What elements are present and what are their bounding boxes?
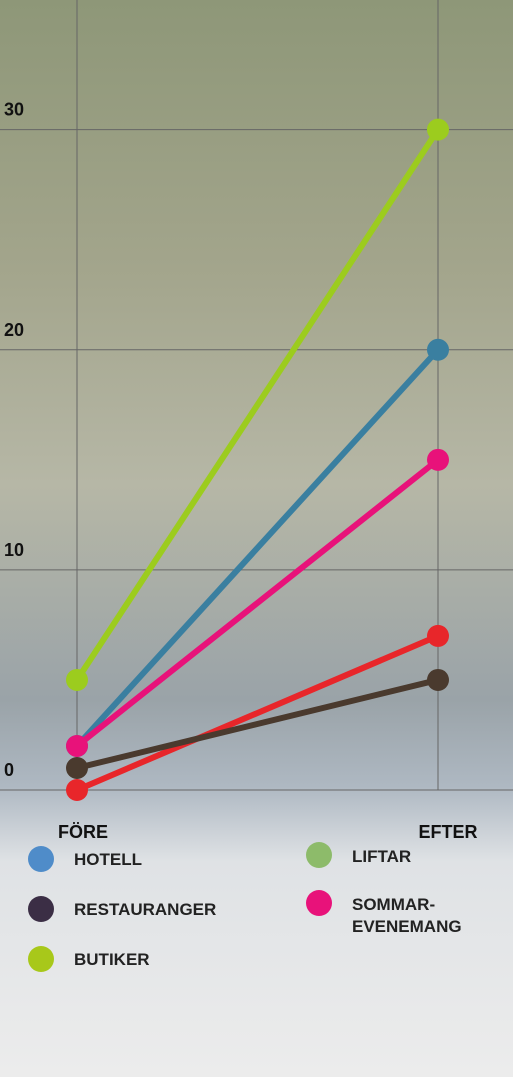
point xyxy=(66,756,88,779)
series-line xyxy=(74,347,441,748)
y-tick-label: 10 xyxy=(4,540,24,560)
y-tick-label: 0 xyxy=(4,760,14,780)
legend-item: BUTIKER xyxy=(28,946,284,972)
series-line xyxy=(76,677,439,771)
legend-marker xyxy=(28,846,54,872)
point xyxy=(66,668,88,691)
series-line xyxy=(74,127,441,682)
legend-label: BUTIKER xyxy=(74,950,150,969)
point xyxy=(427,338,449,361)
legend-item: HOTELL xyxy=(28,846,284,872)
legend-marker xyxy=(306,890,332,916)
legend-label: HOTELL xyxy=(74,850,142,869)
x-tick-label: EFTER xyxy=(418,822,477,842)
legend-marker xyxy=(28,946,54,972)
series-line xyxy=(75,457,440,749)
legend-marker xyxy=(306,842,332,868)
series-line xyxy=(75,633,440,793)
point xyxy=(427,448,449,471)
legend-item: SOMMAR-EVENEMANG xyxy=(306,890,482,938)
legend-marker xyxy=(28,896,54,922)
point xyxy=(427,668,449,691)
point xyxy=(427,118,449,141)
point xyxy=(427,624,449,647)
point xyxy=(66,779,88,801)
x-tick-label: FÖRE xyxy=(58,822,108,842)
y-tick-label: 30 xyxy=(4,100,24,120)
legend-item: LIFTAR xyxy=(306,842,482,868)
point xyxy=(66,734,88,757)
legend-label: LIFTAR xyxy=(352,847,412,866)
legend-label: SOMMAR-EVENEMANG xyxy=(352,895,462,936)
y-tick-label: 20 xyxy=(4,320,24,340)
legend-label: RESTAURANGER xyxy=(74,900,217,919)
legend-item: RESTAURANGER xyxy=(28,896,284,922)
